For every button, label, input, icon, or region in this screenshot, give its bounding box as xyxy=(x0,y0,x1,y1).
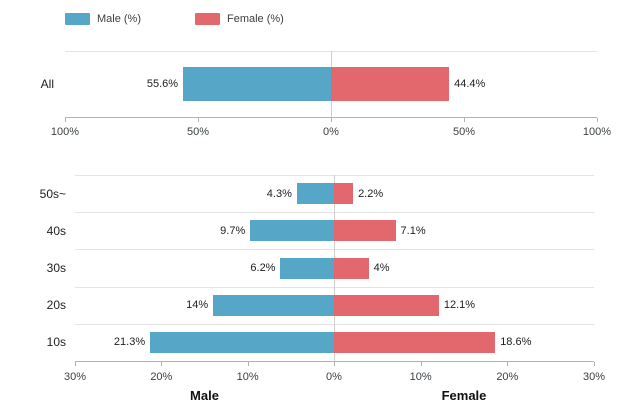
legend-item-female: Female (%) xyxy=(195,12,284,25)
female-bar xyxy=(334,331,496,353)
female-bar xyxy=(334,257,369,279)
male-bar xyxy=(280,257,334,279)
female-legend-label: Female (%) xyxy=(227,12,284,25)
category-label: All xyxy=(40,77,54,91)
male-series-swatch xyxy=(65,12,90,25)
category-label: 50s~ xyxy=(39,186,66,201)
x-axis-line xyxy=(65,117,597,118)
x-axis-tick xyxy=(65,118,66,122)
x-axis-tick xyxy=(198,118,199,122)
female-bar xyxy=(331,67,450,101)
female-value-label: 4% xyxy=(373,262,390,274)
male-bar xyxy=(250,220,334,242)
male-value-label: 6.2% xyxy=(250,262,276,274)
x-axis-tick xyxy=(247,362,249,366)
x-tick-label: 50% xyxy=(452,126,476,138)
axis-title-male: Male xyxy=(190,388,219,403)
x-axis-tick xyxy=(464,118,465,122)
category-label: 20s xyxy=(46,298,66,313)
x-axis-line xyxy=(75,361,594,362)
x-tick-label: 30% xyxy=(63,371,87,383)
x-axis-tick xyxy=(334,362,335,366)
male-value-label: 14% xyxy=(186,299,209,312)
x-axis-tick xyxy=(75,362,76,366)
x-axis-tick xyxy=(161,362,163,366)
x-tick-label: 100% xyxy=(50,126,80,138)
x-axis-tick xyxy=(420,362,422,366)
x-tick-label: 10% xyxy=(236,371,259,383)
x-tick-label: 20% xyxy=(496,371,519,383)
x-axis-tick xyxy=(597,118,598,122)
x-tick-label: 50% xyxy=(186,126,210,138)
legend-item-male: Male (%) xyxy=(65,12,141,25)
male-value-label: 4.3% xyxy=(266,187,292,200)
male-value-label: 21.3% xyxy=(113,336,146,349)
male-bar xyxy=(183,67,331,101)
female-bar xyxy=(334,183,354,205)
category-label: 30s xyxy=(46,261,66,275)
x-tick-label: 30% xyxy=(582,371,606,383)
x-tick-label: 0% xyxy=(323,126,339,138)
x-axis-tick xyxy=(507,362,509,366)
female-series-swatch xyxy=(195,12,220,25)
x-tick-label: 0% xyxy=(326,371,342,383)
male-value-label: 55.6% xyxy=(146,78,179,90)
category-label: 10s xyxy=(46,335,66,350)
male-bar xyxy=(296,183,334,205)
axis-title-female: Female xyxy=(441,388,487,403)
x-tick-label: 10% xyxy=(409,371,432,383)
female-value-label: 7.1% xyxy=(400,224,426,237)
male-bar xyxy=(150,331,334,353)
male-value-label: 9.7% xyxy=(220,224,246,237)
category-label: 40s xyxy=(46,223,66,238)
male-legend-label: Male (%) xyxy=(97,12,142,25)
female-value-label: 12.1% xyxy=(443,299,476,312)
female-value-label: 2.2% xyxy=(358,187,384,200)
male-bar xyxy=(213,294,334,316)
x-tick-label: 100% xyxy=(582,126,612,138)
female-value-label: 44.4% xyxy=(454,78,486,90)
x-axis-tick xyxy=(594,362,595,366)
female-bar xyxy=(334,294,439,316)
x-tick-label: 20% xyxy=(150,371,173,383)
female-value-label: 18.6% xyxy=(500,336,532,349)
female-bar xyxy=(334,220,396,242)
x-axis-tick xyxy=(331,118,332,122)
